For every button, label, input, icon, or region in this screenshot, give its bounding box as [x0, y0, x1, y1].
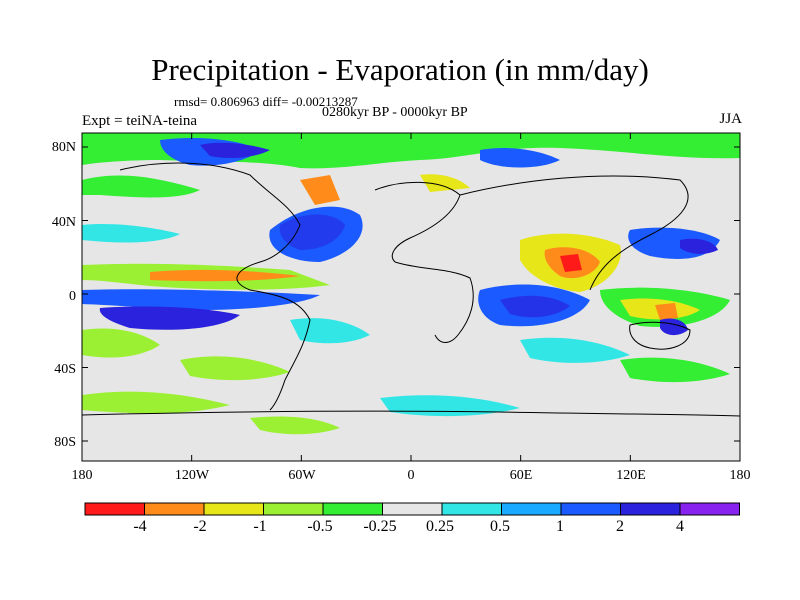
- lon-label-120e: 120E: [616, 468, 646, 483]
- season-label: JJA: [719, 111, 742, 127]
- colorbar-swatch: [620, 502, 681, 516]
- colorbar-label: -1: [253, 518, 267, 535]
- colorbar-swatch: [441, 502, 502, 516]
- lon-label-120w: 120W: [174, 468, 210, 483]
- lat-label-80n: 80N: [51, 140, 76, 155]
- colorbar-label: -0.5: [307, 518, 333, 535]
- colorbar-swatch: [203, 502, 264, 516]
- colorbar-swatch: [84, 502, 145, 516]
- lon-label-60w: 60W: [288, 468, 316, 483]
- lon-label-180e: 180: [729, 468, 751, 483]
- colorbar: [84, 502, 740, 516]
- lon-label-60e: 60E: [509, 468, 533, 483]
- colorbar-label: 2: [616, 518, 624, 535]
- colorbar-swatch: [501, 502, 562, 516]
- colorbar-label: 0.5: [490, 518, 510, 535]
- colorbar-swatch: [144, 502, 205, 516]
- colorbar-swatch: [322, 502, 383, 516]
- lat-label-80s: 80S: [54, 435, 76, 450]
- experiment-label: Expt = teiNA-teina: [82, 113, 198, 129]
- colorbar-swatch: [560, 502, 621, 516]
- colorbar-label: -4: [133, 518, 147, 535]
- pe-field: [82, 133, 740, 461]
- period-text: 0280kyr BP - 0000kyr BP: [322, 105, 468, 120]
- colorbar-label: -0.25: [363, 518, 397, 535]
- lat-label-equator: 0: [69, 289, 76, 304]
- stats-text: rmsd= 0.806963 diff= -0.00213287: [174, 94, 358, 109]
- colorbar-swatch: [382, 502, 443, 516]
- colorbar-label: 4: [676, 518, 684, 535]
- colorbar-swatch: [263, 502, 324, 516]
- lat-label-40s: 40S: [54, 362, 76, 377]
- colorbar-label: -2: [193, 518, 207, 535]
- map-title: Precipitation - Evaporation (in mm/day): [151, 52, 649, 87]
- lon-label-180w: 180: [71, 468, 93, 483]
- lon-label-0: 0: [407, 468, 415, 483]
- colorbar-label: 0.25: [426, 518, 454, 535]
- colorbar-label: 1: [556, 518, 564, 535]
- colorbar-swatch: [679, 502, 740, 516]
- lat-label-40n: 40N: [51, 215, 76, 230]
